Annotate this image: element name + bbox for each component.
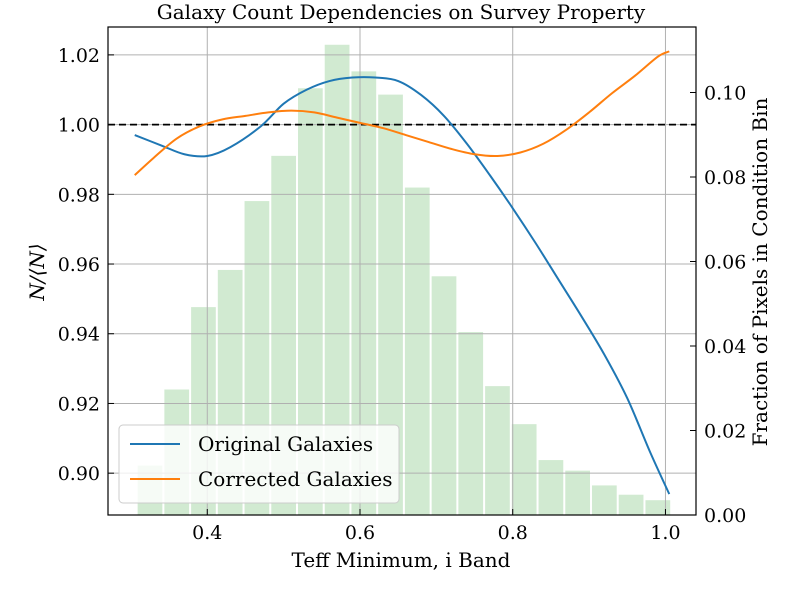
histogram-bar <box>538 460 564 515</box>
y-right-tick-label: 0.10 <box>704 82 746 104</box>
legend-frame <box>118 424 400 504</box>
y-right-tick-label: 0.06 <box>704 251 746 273</box>
histogram-bar <box>458 332 484 515</box>
y-tick-label: 0.98 <box>58 184 100 206</box>
x-tick-label: 0.8 <box>498 522 528 544</box>
y-axis-label: N/⟨N⟩ <box>25 243 49 301</box>
y-right-tick-label: 0.08 <box>704 167 746 189</box>
y-right-tick-label: 0.04 <box>704 336 746 358</box>
chart-title: Galaxy Count Dependencies on Survey Prop… <box>157 0 646 24</box>
series-corrected-line <box>134 50 670 176</box>
y-axis-right-label: Fraction of Pixels in Condition Bin <box>748 97 772 446</box>
legend: Original Galaxies Corrected Galaxies <box>118 424 400 504</box>
y-tick-label: 0.96 <box>58 254 100 276</box>
tick-labels: 0.4 0.6 0.8 1.0 0.90 0.92 0.94 0.96 0.98 1.00 1.02… <box>58 45 747 544</box>
grid-lines <box>108 27 696 515</box>
x-tick-label: 0.6 <box>345 522 375 544</box>
x-axis-label: Teff Minimum, i Band <box>292 548 511 572</box>
histogram-bar <box>431 276 457 515</box>
y-tick-label: 0.92 <box>58 393 100 415</box>
series-original-line <box>134 76 671 495</box>
histogram-bar <box>404 187 430 515</box>
y-tick-label: 1.00 <box>58 115 100 137</box>
histogram-bar <box>511 424 537 515</box>
y-tick-label: 0.90 <box>58 463 100 485</box>
legend-label-corrected: Corrected Galaxies <box>198 467 393 491</box>
legend-label-original: Original Galaxies <box>198 432 373 456</box>
histogram-bar <box>618 494 644 515</box>
histogram-bar <box>485 386 510 515</box>
histogram-bar <box>592 485 617 515</box>
axes <box>107 26 697 516</box>
histogram-bar <box>645 500 671 515</box>
y-right-tick-label: 0.02 <box>704 420 746 442</box>
y-tick-label: 1.02 <box>58 45 100 67</box>
y-tick-label: 0.94 <box>58 324 100 346</box>
series-lines <box>134 50 671 495</box>
plot-frame <box>107 26 697 516</box>
x-tick-label: 1.0 <box>650 522 680 544</box>
x-tick-label: 0.4 <box>192 522 222 544</box>
histogram-bar <box>565 470 590 515</box>
y-right-tick-label: 0.00 <box>704 505 746 527</box>
